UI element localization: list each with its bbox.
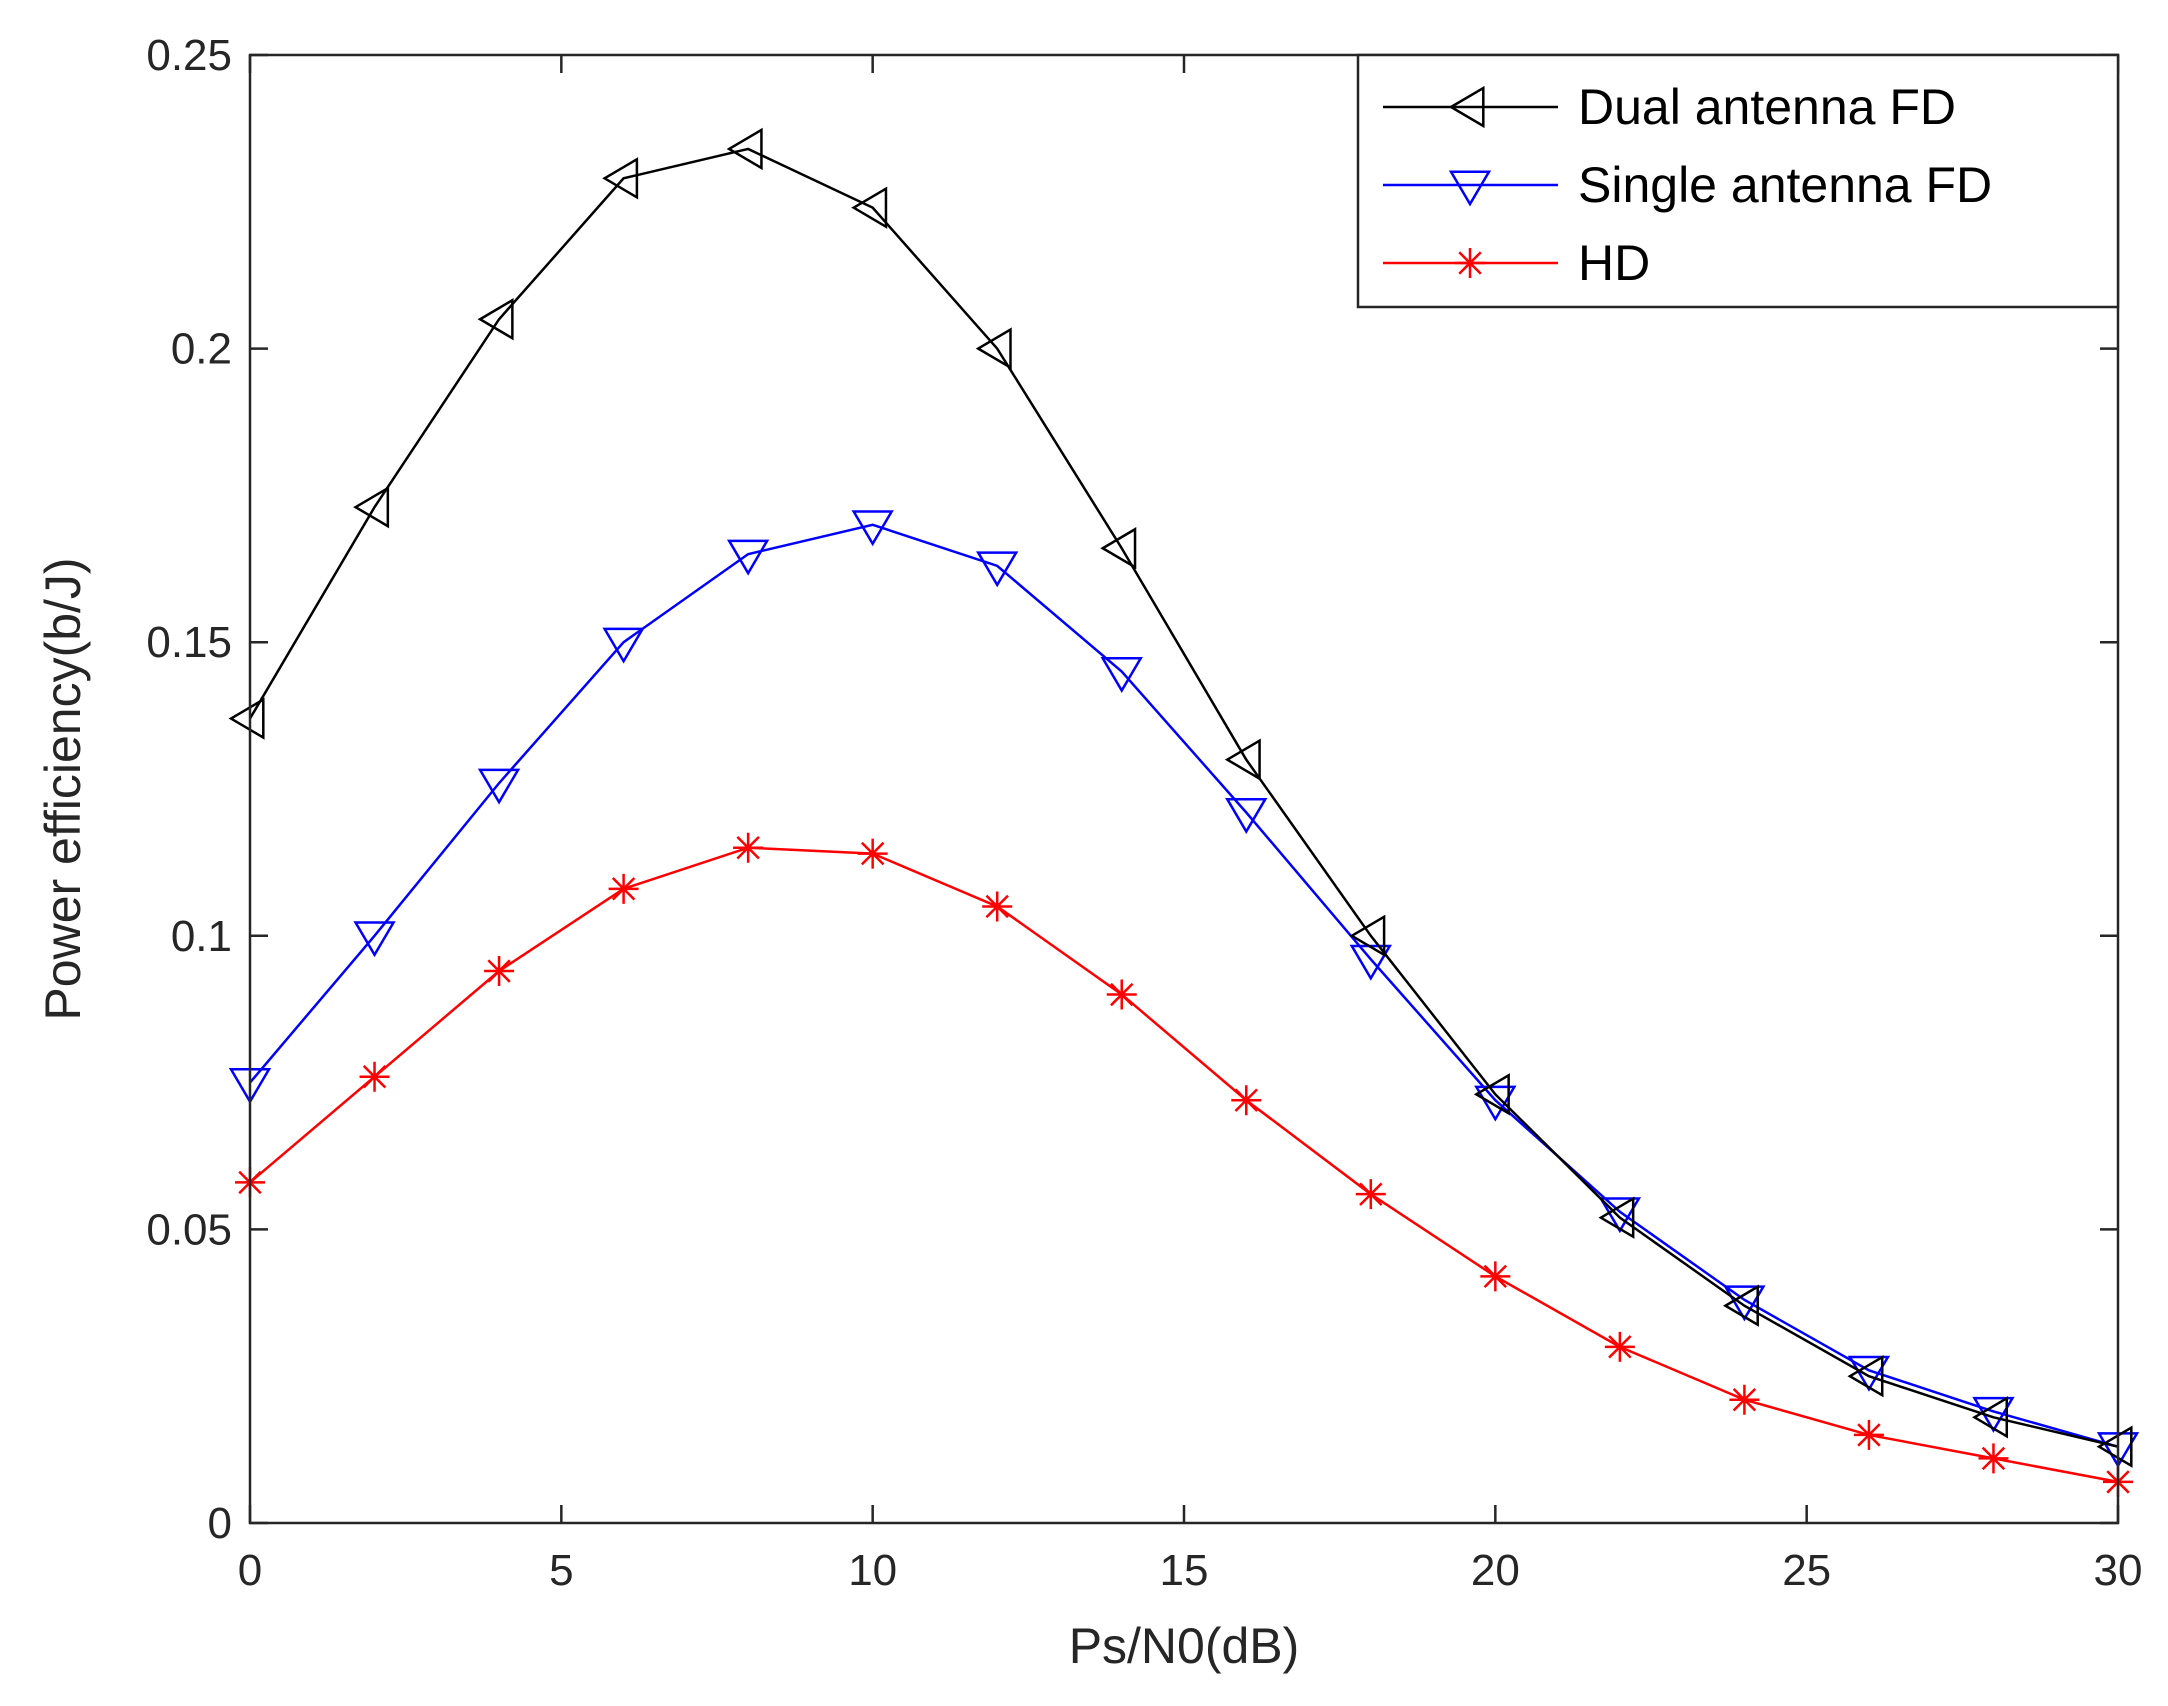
data-point-hd xyxy=(982,891,1013,922)
data-point-hd xyxy=(484,956,515,987)
axes-layer xyxy=(248,53,2120,1525)
x-tick-label: 30 xyxy=(2094,1546,2143,1595)
data-point-dual-antenna-fd xyxy=(1224,738,1261,781)
tick-labels: 0 5 10 15 20 25 30 0 0.05 0.1 0.15 0.2 0.25 xyxy=(146,31,2142,1595)
data-point-hd xyxy=(1355,1179,1386,1210)
data-point-dual-antenna-fd xyxy=(477,298,514,341)
series-hd xyxy=(235,832,2133,1497)
data-point-dual-antenna-fd xyxy=(851,186,888,229)
data-point-dual-antenna-fd xyxy=(602,157,639,200)
legend-marker xyxy=(1448,85,1485,129)
y-tick-label: 0.15 xyxy=(146,618,232,667)
y-tick-label: 0 xyxy=(208,1499,232,1548)
x-tick-label: 10 xyxy=(848,1546,897,1595)
legend: Dual antenna FD Single antenna FD HD xyxy=(1356,53,2120,309)
series-layer xyxy=(228,127,2140,1497)
legend-label: Dual antenna FD xyxy=(1578,79,1956,135)
data-point-dual-antenna-fd xyxy=(1100,527,1137,570)
series-single-antenna-fd xyxy=(228,510,2140,1469)
legend-entry-single-antenna-fd: Single antenna FD xyxy=(1383,157,1992,213)
y-tick-label: 0.05 xyxy=(146,1205,232,1254)
data-point-single-antenna-fd xyxy=(976,551,1019,588)
data-point-hd xyxy=(1231,1085,1262,1116)
data-point-dual-antenna-fd xyxy=(1349,914,1386,957)
data-point-hd xyxy=(1604,1331,1635,1362)
x-axis-label: Ps/N0(dB) xyxy=(1069,1618,1300,1674)
data-point-single-antenna-fd xyxy=(353,921,396,958)
data-point-hd xyxy=(608,873,639,904)
data-point-single-antenna-fd xyxy=(851,510,894,547)
data-point-single-antenna-fd xyxy=(1598,1197,1642,1234)
data-point-dual-antenna-fd xyxy=(2096,1425,2133,1468)
data-point-single-antenna-fd xyxy=(1225,797,1268,834)
x-tick-label: 0 xyxy=(238,1546,262,1595)
legend-label: Single antenna FD xyxy=(1578,157,1992,213)
legend-label: HD xyxy=(1578,235,1650,291)
y-tick-label: 0.25 xyxy=(146,31,232,80)
data-point-dual-antenna-fd xyxy=(1722,1284,1759,1327)
data-point-single-antenna-fd xyxy=(602,627,645,664)
data-point-hd xyxy=(1106,979,1137,1010)
y-tick-label: 0.1 xyxy=(171,912,232,961)
legend-entry-hd: HD xyxy=(1383,235,1650,291)
data-point-dual-antenna-fd xyxy=(975,327,1012,370)
data-point-hd xyxy=(733,832,764,863)
x-tick-label: 20 xyxy=(1471,1546,1520,1595)
data-point-single-antenna-fd xyxy=(477,768,521,805)
data-point-dual-antenna-fd xyxy=(228,697,265,740)
x-tick-label: 15 xyxy=(1160,1546,1209,1595)
data-point-single-antenna-fd xyxy=(1847,1355,1891,1392)
data-point-hd xyxy=(1853,1419,1884,1450)
legend-marker xyxy=(1448,170,1492,207)
data-point-single-antenna-fd xyxy=(1100,657,1143,694)
data-point-hd xyxy=(857,838,888,869)
series-line-dual-antenna-fd xyxy=(248,147,2119,1448)
legend-marker xyxy=(1455,248,1485,278)
y-axis-label: Power efficiency(b/J) xyxy=(35,557,91,1020)
data-point-hd xyxy=(1978,1443,2009,1474)
data-point-single-antenna-fd xyxy=(1723,1285,1766,1322)
x-tick-label: 25 xyxy=(1782,1546,1831,1595)
series-line-single-antenna-fd xyxy=(249,523,2119,1448)
y-tick-label: 0.2 xyxy=(171,325,232,374)
data-point-hd xyxy=(1480,1261,1511,1292)
data-point-dual-antenna-fd xyxy=(1473,1073,1510,1116)
series-dual-antenna-fd xyxy=(228,127,2133,1468)
data-point-hd xyxy=(1729,1384,1760,1415)
data-point-dual-antenna-fd xyxy=(1847,1355,1884,1398)
data-point-dual-antenna-fd xyxy=(1972,1396,2009,1439)
legend-entry-dual-antenna-fd: Dual antenna FD xyxy=(1383,79,1956,135)
data-point-dual-antenna-fd xyxy=(1598,1196,1635,1239)
series-line-hd xyxy=(249,846,2119,1484)
data-point-dual-antenna-fd xyxy=(353,485,390,529)
data-point-hd xyxy=(359,1061,390,1092)
data-point-single-antenna-fd xyxy=(726,539,770,576)
x-tick-label: 5 xyxy=(549,1546,573,1595)
data-point-dual-antenna-fd xyxy=(726,127,763,171)
